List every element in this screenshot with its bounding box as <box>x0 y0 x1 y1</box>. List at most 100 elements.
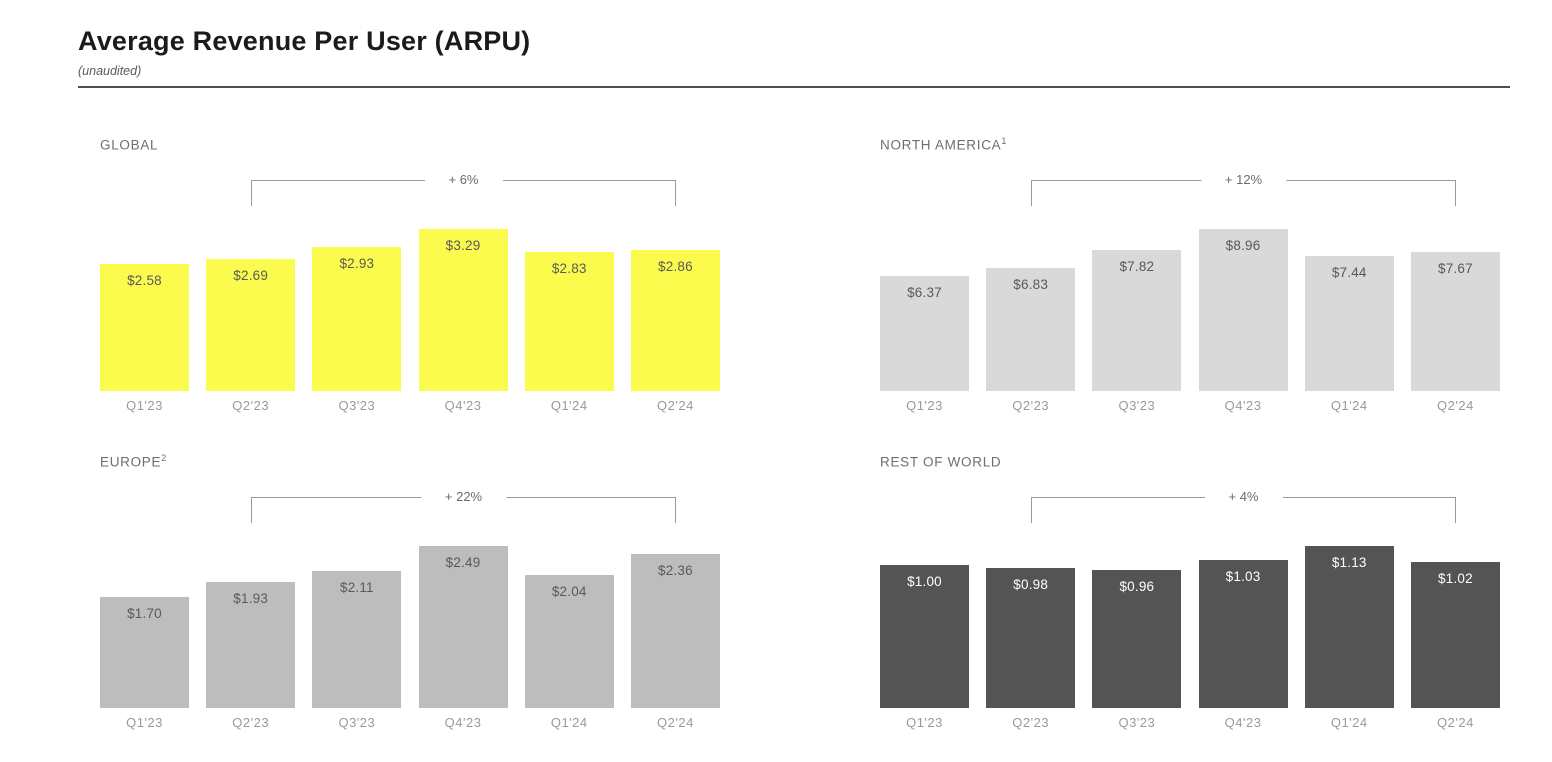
bar-group: $6.37 $6.83 $7.82 $8.96 $7.44 $7.67 <box>880 229 1500 391</box>
page-title: Average Revenue Per User (ARPU) <box>78 26 531 56</box>
x-axis-ticks: Q1'23 Q2'23 Q3'23 Q4'23 Q1'24 Q2'24 <box>880 398 1500 413</box>
bar-value-label: $2.93 <box>339 256 375 271</box>
x-tick-label: Q1'24 <box>1330 398 1368 413</box>
bar-value-label: $6.37 <box>907 285 942 300</box>
bar-q4-23: $3.29 <box>418 229 508 391</box>
x-tick-label: Q2'23 <box>1012 715 1050 730</box>
growth-label: + 22% <box>420 489 507 504</box>
bar-value-label: $2.49 <box>445 555 481 570</box>
x-tick-label: Q2'24 <box>1437 715 1474 730</box>
bar-value-label: $0.98 <box>1013 577 1049 592</box>
growth-bracket: + 4% <box>1031 489 1456 523</box>
x-axis-ticks: Q1'23 Q2'23 Q3'23 Q4'23 Q1'24 Q2'24 <box>100 715 720 730</box>
bar-value-label: $1.93 <box>233 591 269 606</box>
growth-label: + 6% <box>424 172 503 187</box>
bar-value-label: $2.58 <box>127 273 162 288</box>
region-title-rest-of-world: REST OF WORLD <box>880 453 1500 473</box>
x-tick-label: Q4'23 <box>1224 398 1262 413</box>
x-axis-ticks: Q1'23 Q2'23 Q3'23 Q4'23 Q1'24 Q2'24 <box>100 398 720 413</box>
bar-value-label: $1.00 <box>907 574 942 589</box>
bar-value-label: $0.96 <box>1119 579 1155 594</box>
plot-area-north-america: + 12% $6.37 $6.83 $7.82 $8.96 $7.44 $7.67 <box>880 156 1500 391</box>
bar-value-label: $1.03 <box>1225 569 1261 584</box>
x-tick-label: Q1'23 <box>906 398 943 413</box>
growth-bracket: + 6% <box>251 172 676 206</box>
x-tick-label: Q4'23 <box>444 715 482 730</box>
chart-europe: EUROPE2 + 22% $1.70 $1.93 $2.11 $2.49 $2.04 $… <box>100 453 720 730</box>
bar-value-label: $1.70 <box>127 606 162 621</box>
x-tick-label: Q1'23 <box>906 715 943 730</box>
bar-group: $2.58 $2.69 $2.93 $3.29 $2.83 $2.86 <box>100 229 720 391</box>
x-axis-ticks: Q1'23 Q2'23 Q3'23 Q4'23 Q1'24 Q2'24 <box>880 715 1500 730</box>
bar-q3-23: $7.82 <box>1092 250 1182 391</box>
bar-value-label: $8.96 <box>1225 238 1261 253</box>
arpu-charts-grid: GLOBAL + 6% $2.58 $2.69 $2.93 $3.29 $2.83 $2.… <box>100 136 1552 730</box>
bar-q1-23: $1.70 <box>100 597 189 708</box>
x-tick-label: Q2'23 <box>232 398 270 413</box>
x-tick-label: Q2'24 <box>657 398 694 413</box>
region-footnote-marker: 2 <box>161 453 167 463</box>
bar-q3-23: $2.93 <box>312 247 402 391</box>
bar-value-label: $3.29 <box>445 238 481 253</box>
growth-bracket: + 12% <box>1031 172 1456 206</box>
bar-q3-23: $0.96 <box>1092 570 1182 708</box>
plot-area-rest-of-world: + 4% $1.00 $0.98 $0.96 $1.03 $1.13 $1.02 <box>880 473 1500 708</box>
bar-q4-23: $2.49 <box>418 546 508 708</box>
bar-q2-23: $0.98 <box>986 568 1076 708</box>
bar-group: $1.70 $1.93 $2.11 $2.49 $2.04 $2.36 <box>100 546 720 708</box>
slide-header: Average Revenue Per User (ARPU) (unaudit… <box>0 0 1552 88</box>
header-divider <box>78 86 1510 88</box>
bar-value-label: $1.13 <box>1331 555 1367 570</box>
plot-area-europe: + 22% $1.70 $1.93 $2.11 $2.49 $2.04 $2.36 <box>100 473 720 708</box>
bar-value-label: $6.83 <box>1013 277 1049 292</box>
x-tick-label: Q4'23 <box>1224 715 1262 730</box>
bar-q2-23: $2.69 <box>206 259 296 391</box>
bar-value-label: $7.44 <box>1331 265 1367 280</box>
x-tick-label: Q3'23 <box>338 398 376 413</box>
bar-value-label: $1.02 <box>1438 571 1473 586</box>
bar-q1-23: $1.00 <box>880 565 969 708</box>
bar-value-label: $2.83 <box>551 261 587 276</box>
x-tick-label: Q1'24 <box>1330 715 1368 730</box>
bar-group: $1.00 $0.98 $0.96 $1.03 $1.13 $1.02 <box>880 546 1500 708</box>
x-tick-label: Q1'23 <box>126 715 163 730</box>
bar-q1-23: $6.37 <box>880 276 969 391</box>
chart-global: GLOBAL + 6% $2.58 $2.69 $2.93 $3.29 $2.83 $2.… <box>100 136 720 413</box>
bar-q1-24: $2.04 <box>524 575 614 708</box>
growth-bracket: + 22% <box>251 489 676 523</box>
x-tick-label: Q3'23 <box>1118 398 1156 413</box>
bar-value-label: $2.69 <box>233 268 269 283</box>
bar-q2-24: $7.67 <box>1410 252 1500 391</box>
bar-q2-23: $6.83 <box>986 268 1076 391</box>
bar-q2-24: $1.02 <box>1410 562 1500 708</box>
bar-q3-23: $2.11 <box>312 571 402 708</box>
region-title-label: EUROPE <box>100 454 162 470</box>
bar-q4-23: $8.96 <box>1198 229 1288 391</box>
bar-q1-24: $1.13 <box>1304 546 1394 708</box>
region-title-global: GLOBAL <box>100 136 720 156</box>
region-footnote-marker: 1 <box>1001 136 1008 146</box>
bar-q1-23: $2.58 <box>100 264 189 391</box>
x-tick-label: Q2'24 <box>657 715 694 730</box>
bar-q4-23: $1.03 <box>1198 560 1288 708</box>
bar-value-label: $2.86 <box>658 259 693 274</box>
x-tick-label: Q2'23 <box>232 715 270 730</box>
bar-q2-24: $2.86 <box>630 250 720 391</box>
x-tick-label: Q1'23 <box>126 398 163 413</box>
bar-value-label: $2.11 <box>339 580 374 595</box>
page-subtitle: (unaudited) <box>78 64 142 78</box>
region-title-label: REST OF WORLD <box>880 454 1002 470</box>
bar-value-label: $2.04 <box>551 584 587 599</box>
bar-q1-24: $2.83 <box>524 252 614 391</box>
bar-q2-23: $1.93 <box>206 582 296 708</box>
region-title-europe: EUROPE2 <box>100 453 720 473</box>
bar-value-label: $2.36 <box>658 563 693 578</box>
bar-q1-24: $7.44 <box>1304 256 1394 391</box>
x-tick-label: Q1'24 <box>550 715 588 730</box>
x-tick-label: Q3'23 <box>1118 715 1156 730</box>
x-tick-label: Q4'23 <box>444 398 482 413</box>
chart-rest-of-world: REST OF WORLD + 4% $1.00 $0.98 $0.96 $1.03 $… <box>880 453 1500 730</box>
x-tick-label: Q2'23 <box>1012 398 1050 413</box>
growth-label: + 12% <box>1200 172 1287 187</box>
region-title-label: NORTH AMERICA <box>880 137 1002 153</box>
